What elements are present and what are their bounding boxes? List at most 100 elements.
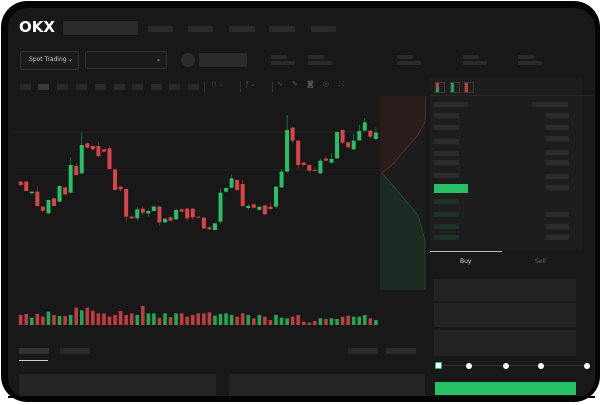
volume-bar bbox=[301, 321, 306, 325]
candle bbox=[46, 199, 51, 214]
okx-logo[interactable]: OKX bbox=[19, 18, 55, 36]
volume-bar bbox=[185, 316, 189, 325]
timeframe-4[interactable] bbox=[76, 84, 87, 90]
candle bbox=[285, 115, 290, 173]
bottom-action-1[interactable] bbox=[348, 348, 378, 354]
chevron-down-icon: ⌄ bbox=[155, 56, 161, 63]
bottom-action-2[interactable] bbox=[386, 348, 416, 354]
candle bbox=[113, 168, 118, 191]
depth-ask-line bbox=[381, 95, 427, 174]
candle-body bbox=[79, 145, 84, 174]
wave-icon[interactable]: ∿ bbox=[277, 80, 283, 88]
candle bbox=[201, 216, 206, 229]
volume-bar bbox=[368, 318, 373, 325]
slider-mark-100[interactable] bbox=[584, 363, 590, 369]
depth-bid-line bbox=[381, 172, 426, 290]
candle-body bbox=[24, 181, 29, 191]
candle bbox=[124, 188, 129, 222]
slider-handle[interactable] bbox=[435, 362, 442, 369]
timeframe-8[interactable] bbox=[151, 84, 162, 90]
market-type-dropdown[interactable]: Spot Trading ⌄ bbox=[20, 51, 79, 70]
timeframe-2[interactable] bbox=[38, 84, 49, 90]
volume-bar bbox=[168, 317, 173, 325]
timeframe-5[interactable] bbox=[95, 84, 106, 90]
chart-type-icon[interactable]: ⌇⌇ ⌄ bbox=[211, 81, 224, 88]
candle bbox=[318, 158, 323, 174]
bottom-tab-1[interactable] bbox=[19, 348, 49, 354]
timeframe-6[interactable] bbox=[114, 84, 125, 90]
candle-body bbox=[168, 217, 173, 221]
volume-bar bbox=[290, 316, 295, 325]
candle bbox=[52, 197, 56, 207]
timeframe-1[interactable] bbox=[20, 84, 31, 90]
volume-bar bbox=[135, 315, 140, 325]
volume-bar bbox=[141, 306, 145, 325]
slider-mark-75[interactable] bbox=[538, 363, 544, 369]
slider-mark-25[interactable] bbox=[466, 363, 472, 369]
volume-bar bbox=[307, 322, 312, 325]
nav-item-2[interactable] bbox=[188, 26, 213, 32]
volume-bar bbox=[363, 315, 367, 325]
timeframe-9[interactable] bbox=[169, 84, 180, 90]
bottom-card-1 bbox=[19, 374, 216, 398]
orderbook-asks-icon[interactable] bbox=[464, 82, 474, 93]
candle bbox=[174, 208, 179, 220]
candles-group bbox=[18, 115, 378, 231]
nav-item-5[interactable] bbox=[311, 26, 336, 32]
candle-body bbox=[262, 205, 267, 215]
pencil-icon[interactable]: ✎ bbox=[292, 80, 298, 88]
price-input[interactable] bbox=[434, 279, 576, 301]
slider-mark-50[interactable] bbox=[503, 363, 509, 369]
tab-buy[interactable]: Buy bbox=[460, 258, 472, 265]
volume-bar bbox=[218, 314, 223, 325]
depth-bid-area bbox=[380, 173, 425, 290]
volume-bar bbox=[329, 318, 334, 325]
search-bar[interactable] bbox=[63, 21, 138, 35]
candle bbox=[90, 145, 95, 151]
candle bbox=[246, 204, 251, 210]
orderbook-bids-icon[interactable] bbox=[450, 82, 460, 93]
candle bbox=[207, 226, 212, 230]
candle bbox=[251, 204, 256, 209]
timeframe-7[interactable] bbox=[132, 84, 143, 90]
timeframe-10[interactable] bbox=[188, 84, 199, 90]
candle-body bbox=[68, 165, 73, 193]
chevron-down-icon: ⌄ bbox=[67, 56, 73, 63]
tab-sell[interactable]: Sell bbox=[535, 258, 546, 265]
orderbook-both-icon[interactable] bbox=[435, 82, 445, 93]
fullscreen-icon[interactable]: ⛶ bbox=[339, 80, 344, 88]
volume-bar bbox=[296, 315, 300, 325]
volume-bar bbox=[346, 315, 350, 325]
volume-bar bbox=[224, 313, 228, 325]
volume-bar bbox=[257, 315, 262, 325]
indicator-icon[interactable]: ƒ ⌄ bbox=[246, 81, 256, 88]
nav-item-3[interactable] bbox=[229, 26, 255, 32]
nav-item-4[interactable] bbox=[269, 26, 295, 32]
timeframe-3[interactable] bbox=[57, 84, 68, 90]
candle-body bbox=[218, 192, 223, 222]
candle-body bbox=[57, 186, 62, 202]
candle bbox=[129, 215, 134, 219]
nav-item-1[interactable] bbox=[148, 26, 173, 32]
buy-button[interactable] bbox=[435, 382, 576, 395]
candle-body bbox=[373, 132, 378, 139]
toolbar-divider bbox=[240, 82, 241, 92]
candle-body bbox=[362, 122, 367, 131]
candle-body bbox=[285, 130, 290, 172]
candle-body bbox=[335, 132, 340, 159]
candle-body bbox=[318, 160, 323, 174]
depth-ask-area bbox=[380, 96, 426, 173]
slider-track[interactable] bbox=[439, 365, 587, 366]
candle-body bbox=[185, 208, 190, 219]
amount-input[interactable] bbox=[434, 303, 576, 327]
total-input[interactable] bbox=[434, 330, 576, 356]
candle bbox=[235, 179, 240, 191]
settings-icon[interactable]: ◎ bbox=[323, 80, 330, 88]
candle bbox=[340, 129, 345, 144]
pair-dropdown[interactable]: ⌄ bbox=[85, 51, 167, 69]
bottom-tab-2[interactable] bbox=[60, 348, 90, 354]
candle-body bbox=[85, 143, 90, 148]
candle bbox=[101, 149, 106, 152]
candle bbox=[74, 163, 79, 176]
camera-icon[interactable]: ◙ bbox=[307, 80, 314, 88]
